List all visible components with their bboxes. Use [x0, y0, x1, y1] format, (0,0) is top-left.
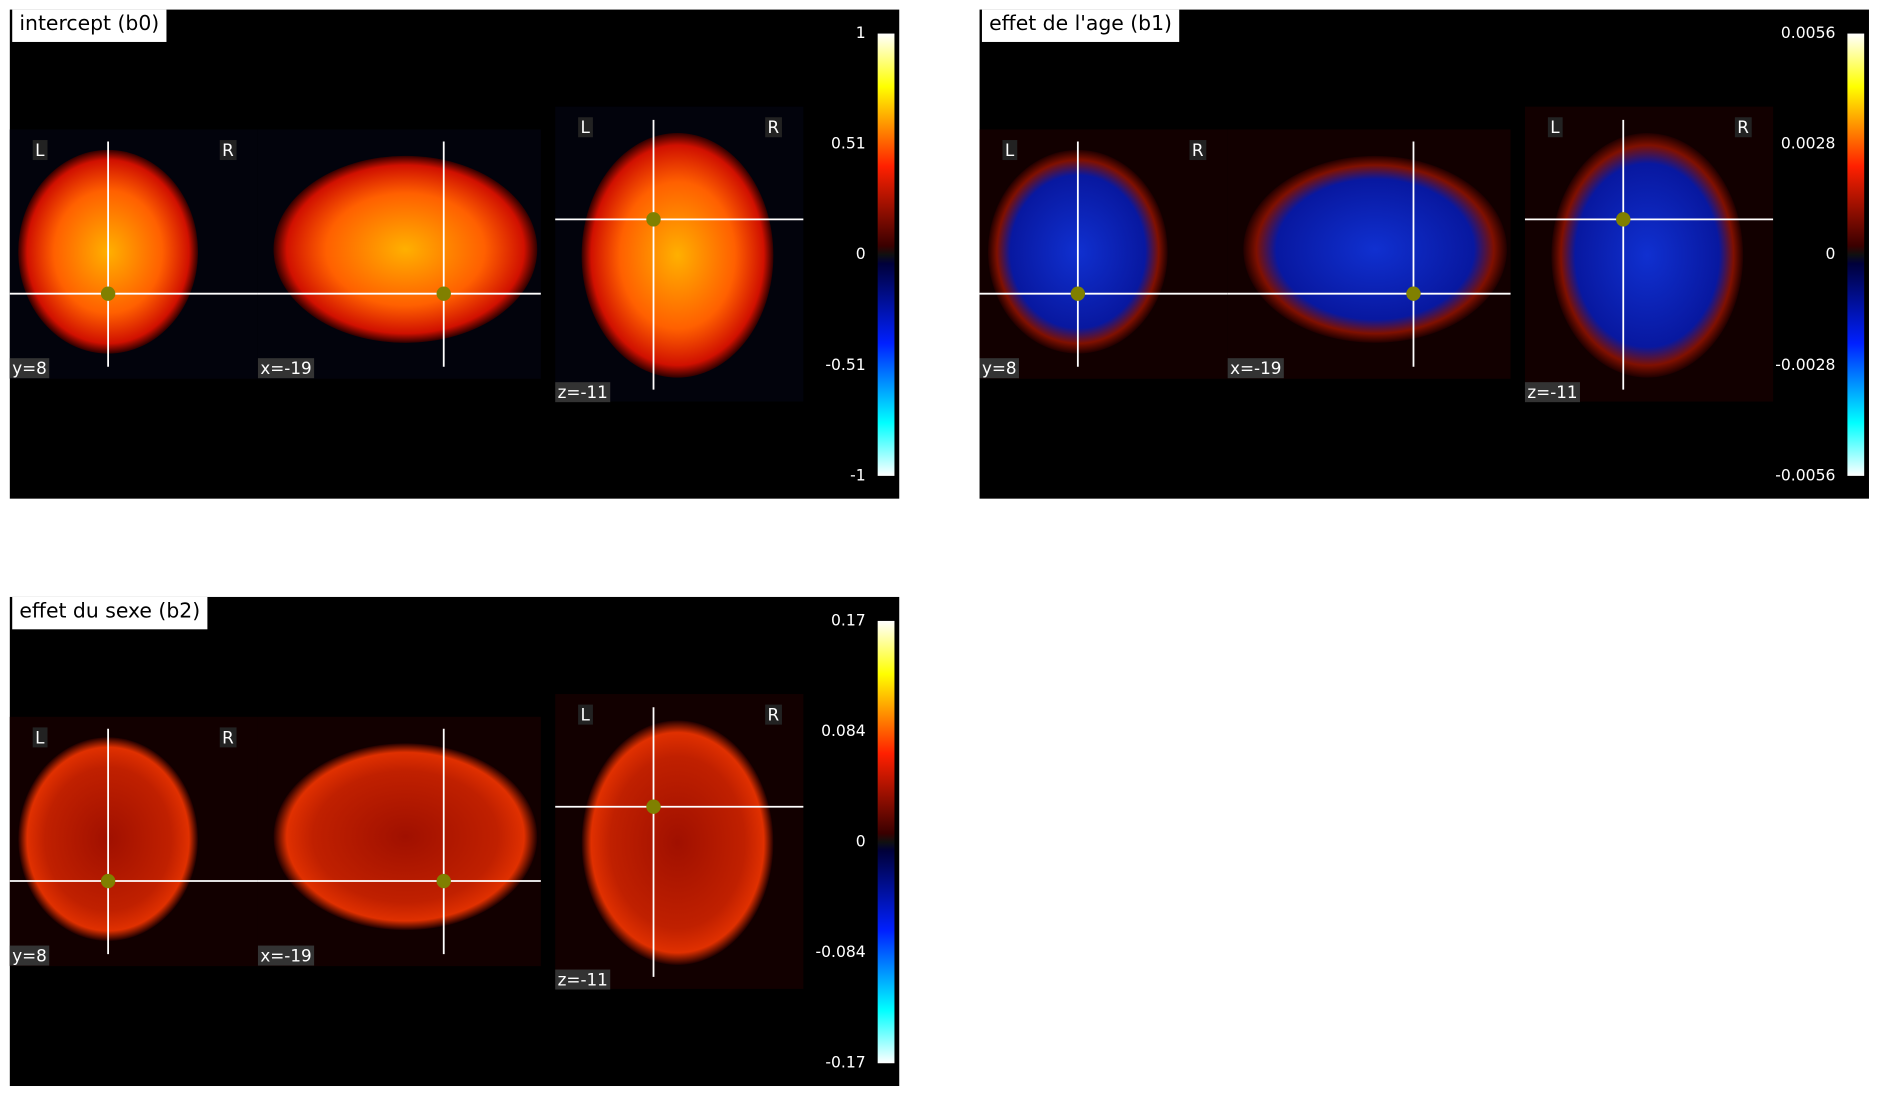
label-bg — [1002, 140, 1018, 161]
panel-title: intercept (b0) — [19, 11, 159, 35]
cut-marker — [100, 873, 116, 889]
colorbar-tick-label: 0 — [1825, 245, 1835, 263]
label: R — [1737, 117, 1749, 137]
label: R — [1192, 140, 1204, 160]
label-bg — [32, 727, 48, 748]
label-bg — [9, 945, 50, 966]
title-bg — [12, 9, 167, 42]
label-bg — [578, 704, 593, 725]
label-bg — [765, 704, 782, 725]
label: R — [222, 727, 234, 747]
label: z=-11 — [558, 970, 608, 990]
panel: L R L Ry=8 x=-19 z=-11 effet de l'age (b1) 0.00… — [979, 9, 1869, 499]
panel-title: effet de l'age (b1) — [989, 11, 1172, 35]
cut-marker — [436, 286, 451, 301]
label: L — [1005, 140, 1015, 160]
label-bg — [1547, 117, 1563, 138]
label-bg — [1734, 117, 1752, 138]
cut-marker — [1406, 286, 1421, 301]
label-bg — [257, 358, 315, 379]
brain — [581, 133, 774, 378]
colorbar — [877, 620, 895, 1064]
panel: L R L Ry=8 x=-19 z=-11 intercept (b0) 1 0.51 0 -0.… — [9, 9, 900, 499]
title-bg — [981, 9, 1180, 42]
colorbar — [1847, 33, 1865, 476]
brain — [1243, 155, 1507, 343]
label: L — [581, 117, 591, 137]
title-bg — [12, 596, 208, 630]
colorbar-tick-label: -0.0056 — [1775, 466, 1835, 484]
label: L — [35, 727, 45, 747]
label-bg — [219, 140, 237, 161]
label: x=-19 — [1230, 358, 1281, 378]
colorbar-tick-label: 0 — [856, 245, 866, 263]
cut-marker — [436, 873, 451, 889]
label-bg — [765, 117, 782, 138]
brain — [273, 155, 538, 343]
colorbar-tick-label: -0.17 — [825, 1054, 865, 1072]
label: x=-19 — [260, 946, 311, 966]
colorbar-tick-label: -0.51 — [825, 356, 865, 374]
cut-marker — [646, 799, 661, 814]
label: L — [1550, 117, 1560, 137]
cut-marker — [1070, 286, 1086, 301]
colorbar-tick-label: 0.0028 — [1781, 135, 1836, 153]
label: L — [581, 705, 591, 725]
colorbar-tick-label: 0.0056 — [1781, 24, 1836, 42]
colorbar — [877, 33, 895, 476]
label: R — [768, 705, 780, 725]
panel: L R L Ry=8 x=-19 z=-11 effet du sexe (b2) 0.17 0… — [9, 596, 900, 1087]
label-bg — [578, 117, 593, 138]
label-bg — [555, 382, 611, 403]
label-bg — [257, 945, 315, 966]
colorbar-tick-label: -1 — [850, 466, 866, 484]
label: z=-11 — [1527, 382, 1577, 402]
label: L — [35, 140, 45, 160]
label-bg — [219, 727, 237, 748]
brain — [1551, 133, 1744, 378]
label-bg — [979, 358, 1019, 379]
colorbar-tick-label: 1 — [856, 24, 866, 42]
cut-marker — [1616, 212, 1631, 227]
colorbar-tick-label: 0 — [856, 833, 866, 851]
brain — [581, 720, 774, 965]
label-bg — [32, 140, 48, 161]
panel-title: effet du sexe (b2) — [19, 598, 200, 622]
colorbar-tick-label: -0.084 — [815, 943, 865, 961]
cut-marker — [100, 286, 116, 301]
label: z=-11 — [558, 382, 608, 402]
colorbar-tick-label: 0.51 — [831, 135, 866, 153]
colorbar-tick-label: 0.084 — [821, 722, 866, 740]
brain — [273, 743, 538, 931]
label: y=8 — [982, 358, 1017, 378]
cut-marker — [646, 212, 661, 227]
colorbar-tick-label: 0.17 — [831, 611, 866, 629]
label-bg — [9, 358, 50, 379]
label-bg — [555, 969, 611, 990]
label: R — [768, 117, 780, 137]
label: y=8 — [12, 946, 47, 966]
label-bg — [1524, 382, 1580, 403]
label-bg — [1189, 140, 1207, 161]
label: y=8 — [12, 358, 47, 378]
label: R — [222, 140, 234, 160]
label: x=-19 — [260, 358, 311, 378]
label-bg — [1227, 358, 1284, 379]
colorbar-tick-label: -0.0028 — [1775, 356, 1835, 374]
